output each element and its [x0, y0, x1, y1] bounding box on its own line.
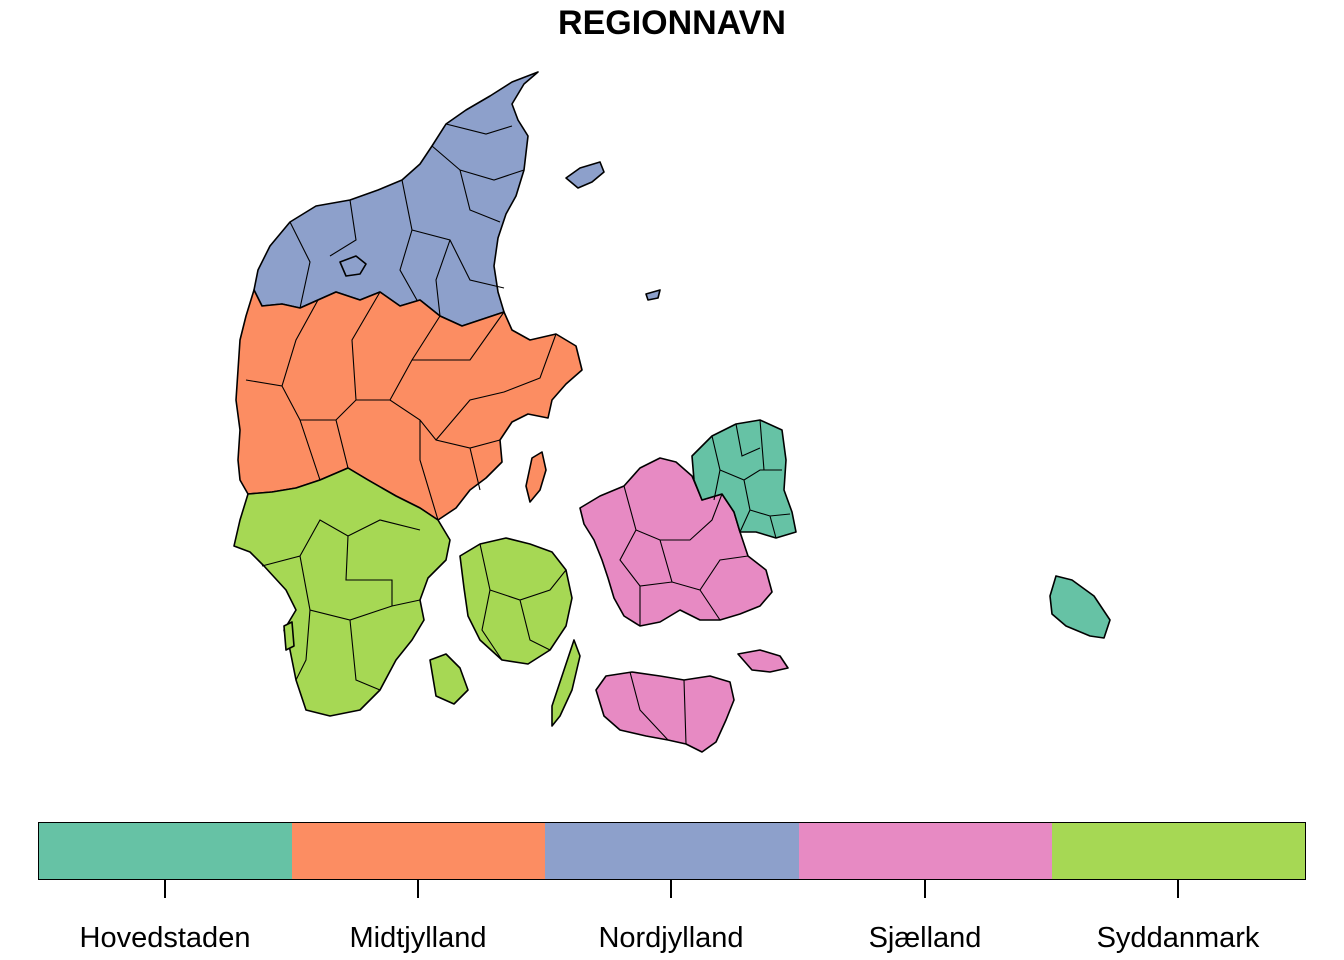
legend-label-sjaelland: Sjælland	[868, 922, 982, 954]
legend-label-midtjylland: Midtjylland	[349, 922, 487, 954]
legend-tick	[164, 880, 166, 898]
midtjylland-mainland	[235, 289, 583, 521]
region-syddanmark[interactable]	[233, 467, 581, 727]
legend-swatch-midtjylland	[292, 823, 546, 879]
legend-tick	[417, 880, 419, 898]
denmark-map	[233, 71, 1111, 753]
nordjylland-mainland	[253, 71, 539, 327]
region-midtjylland[interactable]	[235, 289, 583, 521]
fanoe-island	[283, 621, 295, 651]
langeland-island	[551, 639, 581, 727]
legend-swatch-hovedstaden	[39, 823, 293, 879]
region-sjaelland[interactable]	[579, 457, 789, 753]
legend-color-bar	[38, 822, 1306, 880]
bornholm-island	[1049, 575, 1111, 639]
legend-swatch-syddanmark	[1051, 823, 1306, 879]
legend-tick	[670, 880, 672, 898]
legend-swatch-sjaelland	[798, 823, 1052, 879]
legend-label-hovedstaden: Hovedstaden	[79, 922, 251, 954]
legend-tick	[1177, 880, 1179, 898]
map-title: REGIONNAVN	[558, 4, 786, 42]
anholt-island	[645, 289, 661, 301]
laeso-island	[565, 161, 605, 189]
legend-label-syddanmark: Syddanmark	[1096, 922, 1260, 954]
fyn-island	[459, 537, 573, 665]
legend-axis: Hovedstaden Midtjylland Nordjylland Sjæl…	[0, 880, 1344, 960]
moen-island	[737, 649, 789, 673]
syddanmark-mainland	[233, 467, 451, 717]
nordjylland-mors-island	[339, 255, 367, 277]
samsoe-island	[525, 451, 547, 503]
region-nordjylland[interactable]	[253, 71, 661, 327]
legend-swatch-nordjylland	[545, 823, 799, 879]
lolland-falster	[595, 671, 735, 753]
legend-label-nordjylland: Nordjylland	[598, 922, 744, 954]
als-island	[429, 653, 469, 705]
legend-tick	[924, 880, 926, 898]
region-hovedstaden[interactable]	[691, 419, 1111, 639]
